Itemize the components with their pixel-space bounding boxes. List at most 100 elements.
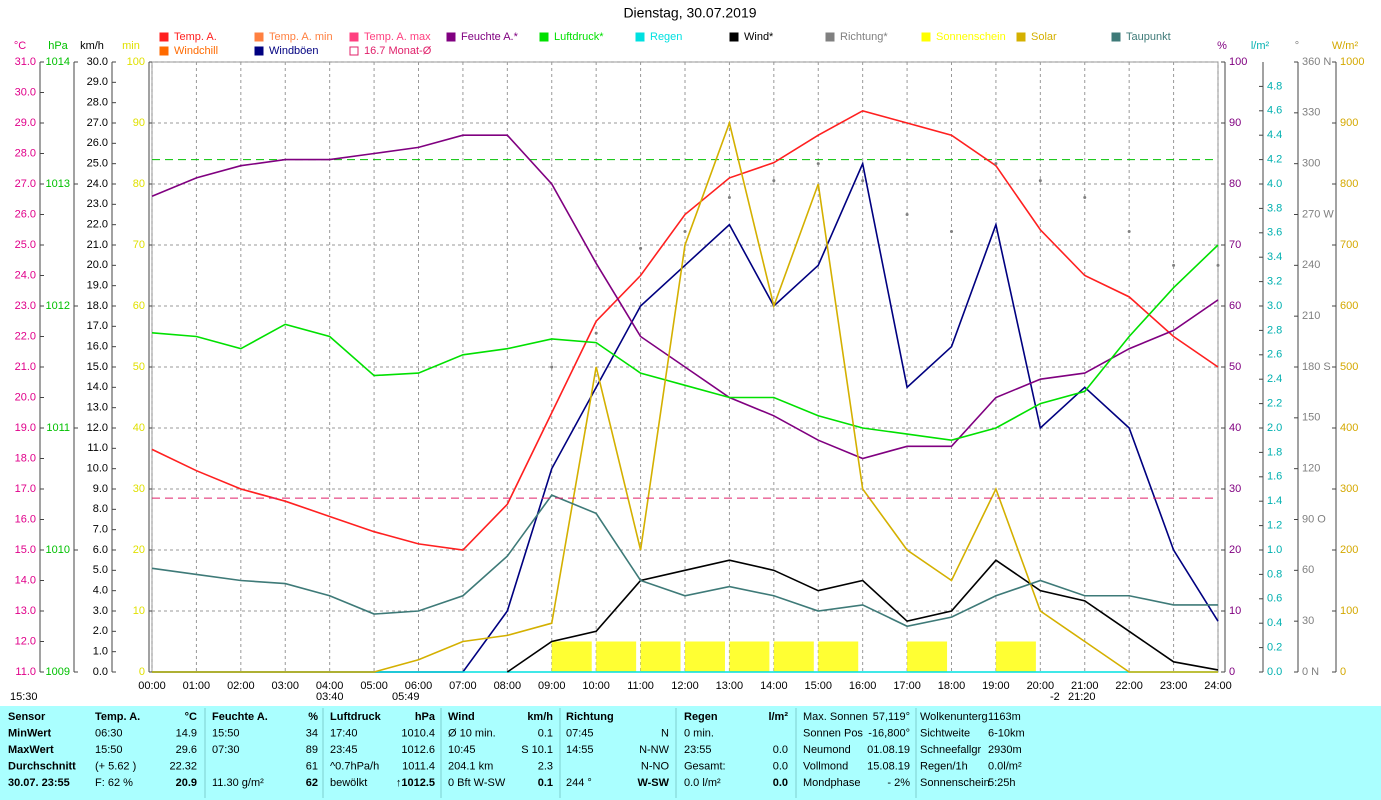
y-tick-label: 0.0: [93, 666, 108, 678]
legend-swatch: [635, 32, 645, 42]
y-tick-label: 2.0: [1267, 422, 1282, 434]
y-tick-label: 150: [1302, 412, 1320, 424]
legend-label: Regen: [650, 31, 682, 43]
y-tick-label: 270 W: [1302, 208, 1334, 220]
legend-swatch: [254, 32, 264, 42]
axis-title: W/m²: [1332, 40, 1359, 52]
series-line: [151, 494, 1218, 628]
stat-cell: Max. Sonnen: [803, 711, 868, 723]
stat-cell: 1010.4: [401, 727, 435, 739]
x-tick-label: 08:00: [494, 680, 522, 692]
stat-cell: 0.0: [773, 744, 788, 756]
direction-dot: [550, 365, 554, 369]
direction-dot: [594, 331, 598, 335]
y-tick-label: 100: [127, 56, 145, 68]
y-tick-label: 25.0: [15, 239, 36, 251]
stat-cell: 204.1 km: [448, 760, 493, 772]
x-tick-label: 05:00: [360, 680, 388, 692]
y-tick-label: 11.0: [15, 666, 36, 678]
legend-label: Taupunkt: [1126, 31, 1171, 43]
stat-cell: l/m²: [768, 711, 788, 723]
legend-label: Sonnenschein: [936, 31, 1006, 43]
stat-cell: MinWert: [8, 727, 52, 739]
y-tick-label: 28.0: [15, 147, 36, 159]
series-line: [151, 244, 1219, 442]
direction-dot: [683, 229, 687, 233]
y-tick-label: 28.0: [87, 97, 108, 109]
stat-cell: 57,119°: [873, 711, 910, 723]
stat-cell: 1163m: [988, 711, 1021, 723]
y-tick-label: 29.0: [87, 76, 108, 88]
y-tick-label: 2.8: [1267, 324, 1282, 336]
y-tick-label: 16.0: [87, 341, 108, 353]
time-annotation: 05:49: [392, 691, 420, 703]
stat-cell: 15:50: [95, 744, 123, 756]
y-tick-label: 1011: [46, 422, 70, 434]
stat-cell: 2930m: [988, 744, 1022, 756]
time-annotation: 21:20: [1068, 691, 1096, 703]
legend-label: Feuchte A.*: [461, 31, 519, 43]
stat-cell: N-NW: [639, 744, 670, 756]
legend-label: Temp. A. max: [364, 31, 431, 43]
y-tick-label: 1.0: [93, 646, 108, 658]
stat-cell: 15.08.19: [867, 760, 910, 772]
legend-swatch: [254, 46, 264, 56]
legend-swatch: [159, 32, 169, 42]
y-tick-label: 240: [1302, 259, 1320, 271]
stat-cell: 23:55: [684, 744, 712, 756]
stat-cell: ↑1012.5: [396, 777, 435, 789]
y-tick-label: 90 O: [1302, 513, 1326, 525]
y-tick-label: 70: [133, 239, 145, 251]
stat-cell: (+ 5.62 ): [95, 760, 136, 772]
x-tick-label: 18:00: [938, 680, 966, 692]
direction-dot: [905, 213, 909, 216]
x-tick-label: 06:00: [405, 680, 433, 692]
legend-swatch: [729, 32, 739, 42]
y-tick-label: 2.6: [1267, 349, 1282, 361]
y-tick-label: 1.0: [1267, 544, 1282, 556]
stat-cell: 34: [306, 727, 318, 739]
stat-cell: °C: [185, 711, 197, 723]
y-tick-label: 4.0: [93, 585, 108, 597]
y-tick-label: 90: [133, 117, 145, 129]
y-tick-label: 9.0: [93, 483, 108, 495]
stat-cell: 2.3: [538, 760, 553, 772]
y-tick-label: 210: [1302, 310, 1320, 322]
stat-cell: 15:50: [212, 727, 240, 739]
y-tick-label: 17.0: [87, 320, 108, 332]
stat-cell: Temp. A.: [95, 711, 140, 723]
y-tick-label: 11.0: [87, 442, 108, 454]
y-tick-label: 3.0: [93, 605, 108, 617]
y-tick-label: 60: [1229, 300, 1241, 312]
legend-label: Temp. A.: [174, 31, 217, 43]
y-tick-label: 90: [1229, 117, 1241, 129]
y-tick-label: 100: [1229, 56, 1247, 68]
x-tick-label: 10:00: [582, 680, 610, 692]
time-annotation: 15:30: [10, 691, 38, 703]
sunshine-bar: [773, 641, 814, 672]
x-tick-label: 11:00: [627, 680, 654, 692]
direction-dot: [772, 179, 776, 183]
y-tick-label: 30: [133, 483, 145, 495]
direction-dot: [639, 246, 643, 250]
y-tick-label: 31.0: [15, 56, 36, 68]
y-tick-label: 16.0: [15, 513, 36, 525]
stat-cell: Feuchte A.: [212, 711, 268, 723]
y-tick-label: 20: [133, 544, 145, 556]
stat-cell: 0 Bft W-SW: [448, 777, 506, 789]
stat-cell: 11.30 g/m²: [212, 777, 264, 789]
stat-cell: km/h: [527, 711, 553, 723]
stat-cell: Wind: [448, 711, 475, 723]
y-tick-label: 14.0: [15, 574, 36, 586]
stat-cell: Sichtweite: [920, 727, 970, 739]
y-tick-label: 20: [1229, 544, 1241, 556]
y-tick-label: 4.8: [1267, 80, 1282, 92]
y-tick-label: 25.0: [87, 158, 108, 170]
legend-swatch: [349, 46, 359, 56]
stat-cell: MaxWert: [8, 744, 54, 756]
y-tick-label: 700: [1340, 239, 1358, 251]
stat-cell: 14:55: [566, 744, 594, 756]
y-tick-label: 1.8: [1267, 446, 1282, 458]
x-tick-label: 00:00: [138, 680, 166, 692]
y-tick-label: 330: [1302, 107, 1320, 119]
